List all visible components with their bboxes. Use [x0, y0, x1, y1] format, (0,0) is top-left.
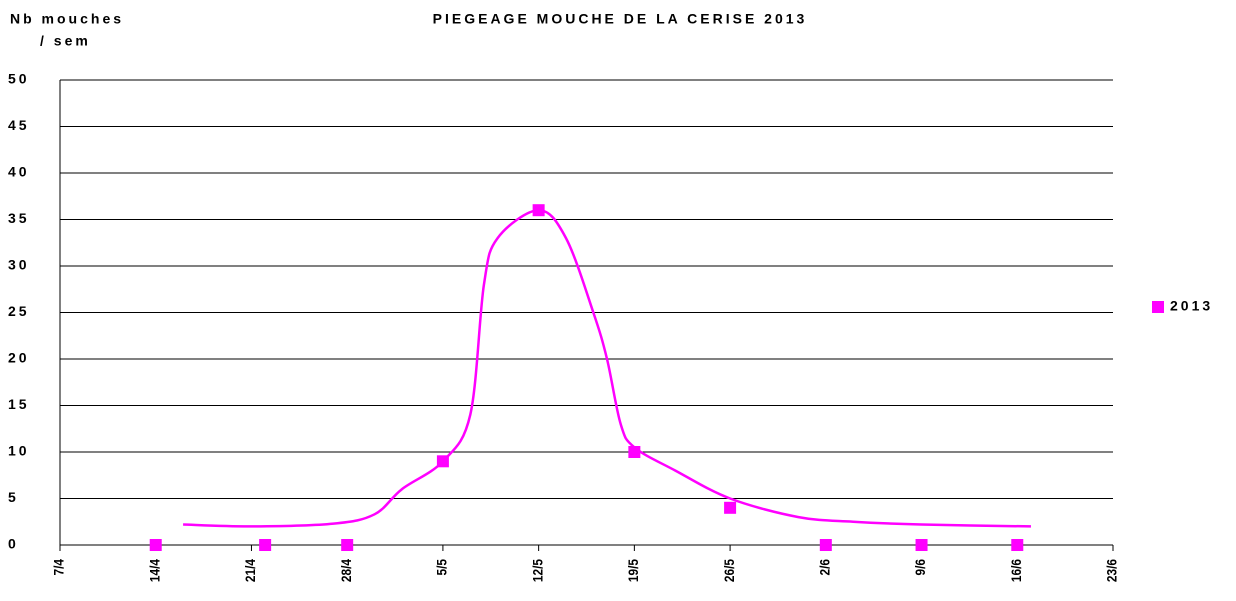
data-point	[724, 501, 737, 514]
x-tick-label: 26/5	[721, 559, 737, 582]
legend-label: 2013	[1170, 298, 1213, 314]
y-tick-label: 25	[8, 303, 30, 319]
x-tick-label: 7/4	[51, 558, 67, 575]
x-tick-label: 5/5	[434, 559, 450, 576]
x-tick-label: 16/6	[1008, 559, 1024, 582]
y-tick-label: 35	[8, 210, 30, 226]
data-point	[259, 539, 272, 551]
y-tick-label: 45	[8, 117, 30, 133]
x-tick-label: 23/6	[1104, 559, 1120, 582]
trend-line	[183, 208, 1031, 528]
data-point	[341, 539, 354, 551]
y-axis-label: Nb mouches	[10, 11, 124, 27]
x-tick-label: 9/6	[912, 559, 928, 576]
data-point	[915, 539, 928, 551]
y-tick-label: 40	[8, 164, 30, 180]
x-tick-label: 14/4	[147, 558, 163, 582]
x-tick-label: 21/4	[242, 558, 258, 582]
data-point	[149, 539, 162, 551]
y-tick-label: 20	[8, 350, 30, 366]
y-tick-label: 0	[8, 536, 19, 552]
chart-title: PIEGEAGE MOUCHE DE LA CERISE 2013	[433, 11, 808, 27]
x-tick-label: 28/4	[338, 558, 354, 582]
y-tick-label: 50	[8, 71, 30, 87]
y-tick-label: 15	[8, 396, 30, 412]
y-tick-label: 30	[8, 257, 30, 273]
legend-swatch	[1152, 301, 1164, 313]
y-axis-label: / sem	[40, 33, 91, 49]
data-point	[1011, 539, 1024, 551]
x-tick-label: 12/5	[529, 559, 545, 582]
x-tick-label: 19/5	[625, 559, 641, 582]
x-tick-label: 2/6	[817, 559, 833, 576]
y-tick-label: 10	[8, 443, 30, 459]
data-point	[819, 539, 832, 551]
y-tick-label: 5	[8, 489, 19, 505]
